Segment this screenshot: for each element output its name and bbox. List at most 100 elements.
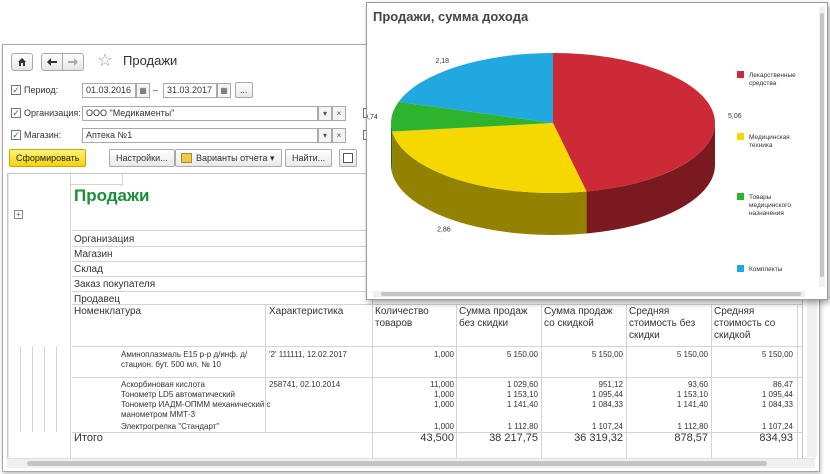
grid-line (72, 291, 372, 292)
row-5-qty: 1,000 (433, 422, 454, 431)
row-5-sum-discount: 1 107,24 (591, 422, 623, 431)
col-characteristic: Характеристика (269, 306, 344, 317)
shop-label: Магазин: (24, 130, 62, 140)
clear-icon[interactable]: × (332, 106, 346, 121)
row-4-qty: 1,000 (433, 400, 454, 409)
pie-slice[interactable] (553, 53, 715, 192)
grid-line (70, 184, 122, 185)
report-variants-label: Варианты отчета (196, 153, 268, 163)
total-label: Итого (74, 432, 103, 444)
grid-line (70, 174, 71, 458)
shop-field[interactable]: Аптека №1 (82, 128, 318, 143)
arrow-left-icon (47, 58, 57, 66)
row-2-name: Аскорбиновая кислота (121, 380, 205, 389)
settings-button[interactable]: Настройки... (109, 149, 175, 167)
grid-line (72, 276, 372, 277)
row-3-avg-discount: 1 095,44 (761, 390, 793, 399)
home-button[interactable] (11, 53, 33, 71)
row-4-sum-discount: 1 084,33 (591, 400, 623, 409)
grid-line (72, 230, 372, 231)
grid-line (72, 261, 372, 262)
grid-line (626, 304, 627, 458)
report-grid: + Продажи Организация Магазин Склад Зака… (7, 173, 803, 459)
expand-icon[interactable]: + (14, 210, 23, 219)
report-variants-button[interactable]: Варианты отчета ▾ (175, 149, 282, 167)
organization-label: Организация: (24, 108, 81, 118)
legend-label: Комплекты (749, 266, 783, 273)
row-5-sum-no-discount: 1 112,80 (507, 422, 538, 431)
col-quantity: Количество товаров (375, 306, 429, 329)
grid-line (56, 346, 57, 432)
legend-swatch (737, 71, 744, 78)
row-3-sum-no-discount: 1 153,10 (506, 390, 538, 399)
pie-slice-side (391, 123, 393, 174)
total-sum-no-discount: 38 217,75 (489, 432, 538, 444)
window-title: Продажи (123, 53, 178, 68)
row-4-avg-no-discount: 1 141,40 (676, 400, 708, 409)
row-1-characteristic: '2' 111111, 12.02.2017 (269, 350, 347, 359)
star-icon[interactable]: ☆ (97, 50, 114, 70)
pie-slice-side (392, 131, 587, 235)
scroll-thumb[interactable] (381, 292, 801, 296)
total-sum-discount: 36 319,32 (574, 432, 623, 444)
period-dash: – (153, 85, 159, 95)
folder-icon (181, 153, 192, 163)
param-shop: Магазин (74, 249, 113, 260)
period-select-button[interactable]: ... (235, 82, 253, 98)
chevron-down-icon: ▾ (269, 153, 275, 163)
row-1-name: Аминоплазмаль Е15 р-р д/инф. д/стацион. … (121, 350, 248, 369)
organization-checkbox[interactable]: ✓ (11, 108, 21, 118)
forward-button[interactable] (62, 53, 84, 71)
total-avg-no-discount: 878,57 (674, 432, 708, 444)
legend-swatch (737, 193, 744, 200)
legend-label: Медицинская техника (749, 134, 790, 149)
grid-line (797, 304, 798, 458)
param-seller: Продавец (74, 294, 120, 305)
grid-line (456, 304, 457, 458)
back-button[interactable] (41, 53, 63, 71)
pie-chart: Продажи, сумма дохода 5,06 2,86 0,74 2,18 Л… (367, 7, 825, 297)
chevron-down-icon[interactable]: ▾ (318, 128, 332, 143)
chevron-down-icon[interactable]: ▾ (318, 106, 332, 121)
scroll-thumb[interactable] (27, 461, 767, 466)
row-5-avg-discount: 1 107,24 (761, 422, 793, 431)
row-1-avg-no-discount: 5 150,00 (676, 350, 708, 359)
grid-line (372, 174, 373, 458)
period-checkbox[interactable]: ✓ (11, 85, 21, 95)
grid-line (72, 346, 802, 347)
row-1-sum-no-discount: 5 150,00 (506, 350, 538, 359)
print-icon (343, 153, 353, 163)
row-4-avg-discount: 1 084,33 (761, 400, 793, 409)
vertical-scrollbar[interactable] (807, 173, 817, 457)
find-button[interactable]: Найти... (285, 149, 333, 167)
legend-swatch (737, 133, 744, 140)
total-qty: 43,500 (420, 432, 454, 444)
print-button[interactable] (339, 149, 357, 167)
grid-line (72, 377, 802, 378)
grid-line (8, 174, 9, 458)
clear-icon[interactable]: × (332, 128, 346, 143)
pie-slice[interactable] (392, 123, 587, 193)
period-to-field[interactable]: 31.03.2017 (163, 83, 217, 98)
row-2-sum-no-discount: 1 029,60 (506, 380, 538, 389)
row-1-qty: 1,000 (433, 350, 454, 359)
period-from-field[interactable]: 01.03.2016 (82, 83, 136, 98)
generate-button[interactable]: Сформировать (9, 149, 87, 167)
shop-checkbox[interactable]: ✓ (11, 130, 21, 140)
legend-label: Товары медицинского назначения (749, 194, 791, 217)
total-avg-discount: 834,93 (759, 432, 793, 444)
scroll-thumb[interactable] (820, 13, 824, 277)
calendar-icon[interactable]: ▦ (136, 83, 150, 98)
pie-slice[interactable] (391, 101, 553, 132)
row-3-sum-discount: 1 095,44 (591, 390, 623, 399)
grid-line (72, 246, 372, 247)
col-sum-no-discount: Сумма продаж без скидки (459, 306, 528, 329)
row-1-sum-discount: 5 150,00 (591, 350, 623, 359)
grid-line (44, 346, 45, 432)
horizontal-scrollbar[interactable] (7, 458, 815, 468)
pie-slice[interactable] (398, 53, 553, 123)
calendar-icon[interactable]: ▦ (217, 83, 231, 98)
param-customer-order: Заказ покупателя (74, 279, 156, 290)
grid-line (72, 432, 802, 433)
organization-field[interactable]: ООО "Медикаменты" (82, 106, 318, 121)
